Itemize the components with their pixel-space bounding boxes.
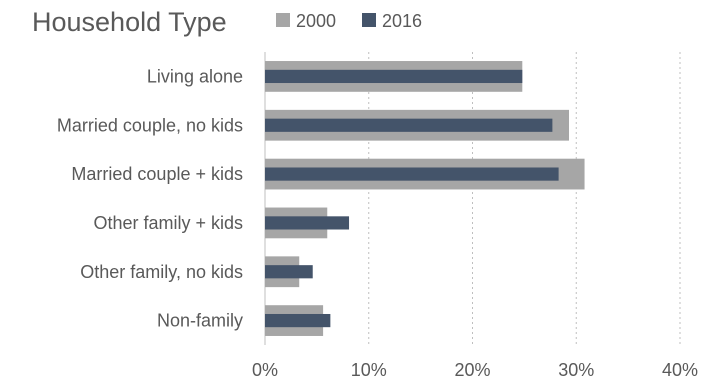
bars [265, 61, 585, 336]
category-label: Other family, no kids [80, 262, 243, 282]
category-labels: Living alone Married couple, no kids Marri… [57, 66, 243, 330]
x-axis-ticks: 0% 10% 20% 30% 40% [252, 360, 698, 380]
legend: 2000 2016 [276, 11, 422, 31]
chart-title: Household Type [32, 7, 227, 37]
bar-2016 [265, 313, 331, 328]
bar-2016 [265, 167, 559, 181]
x-tick-label: 10% [351, 360, 387, 380]
x-tick-label: 0% [252, 360, 278, 380]
gridlines [264, 52, 681, 345]
category-label: Married couple + kids [71, 164, 243, 184]
x-tick-label: 30% [558, 360, 594, 380]
category-label: Non-family [157, 311, 243, 331]
category-label: Married couple, no kids [57, 115, 243, 135]
legend-swatch-2016 [362, 13, 376, 27]
bar-2016 [265, 216, 350, 230]
legend-label-2016: 2016 [382, 11, 422, 31]
category-label: Living alone [147, 66, 243, 86]
legend-label-2000: 2000 [296, 11, 336, 31]
x-tick-label: 40% [662, 360, 698, 380]
legend-swatch-2000 [276, 13, 290, 27]
bar-2016 [265, 265, 313, 279]
x-tick-label: 20% [454, 360, 490, 380]
bar-2016 [265, 69, 523, 84]
category-label: Other family + kids [93, 213, 243, 233]
bar-2016 [265, 118, 553, 132]
